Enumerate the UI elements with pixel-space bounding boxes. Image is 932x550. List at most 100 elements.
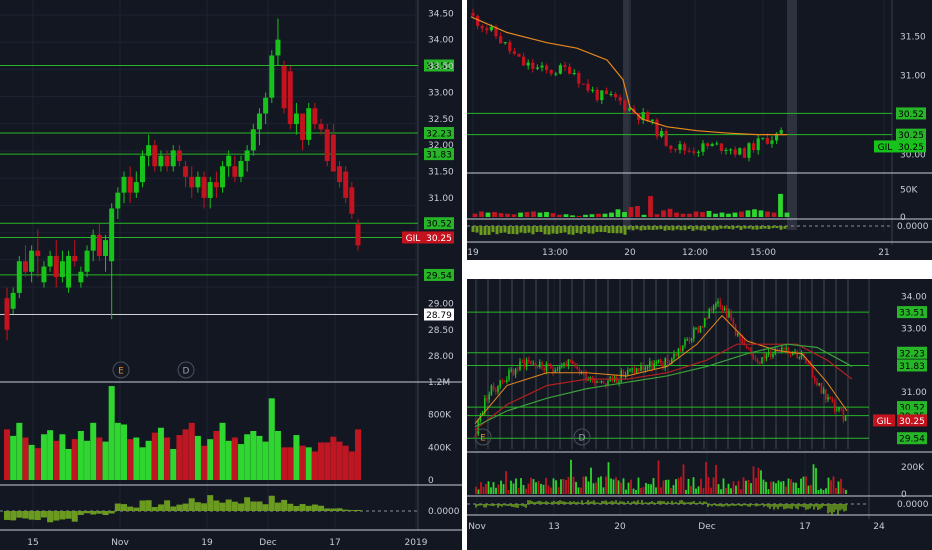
candle-body: [721, 306, 724, 311]
osc-bar: [164, 500, 171, 511]
osc-bar: [311, 504, 318, 511]
candle-body: [499, 380, 501, 387]
volume-bar: [512, 483, 515, 494]
candle-body: [312, 108, 318, 125]
volume-bar: [790, 479, 792, 494]
osc-bar: [703, 226, 707, 231]
candle-body: [761, 357, 763, 364]
last-price-value: 30.25: [899, 417, 925, 427]
candle-body: [604, 90, 608, 95]
osc-bar: [268, 495, 275, 511]
volume-bar: [674, 212, 679, 217]
level-tag-text: 29.54: [899, 435, 925, 445]
volume-bar: [800, 478, 802, 494]
candle-body: [53, 255, 59, 278]
volume-bar: [672, 485, 675, 494]
volume-bar: [492, 212, 497, 217]
candle-body: [765, 137, 769, 144]
last-price-tag: [897, 414, 927, 427]
volume-bar: [108, 386, 115, 480]
osc-bar: [533, 502, 535, 504]
volume-bar: [207, 439, 214, 480]
osc-bar: [705, 501, 707, 504]
osc-bar: [342, 509, 349, 511]
candle-body: [556, 370, 559, 372]
osc-bar: [703, 501, 705, 504]
volume-bar: [485, 483, 487, 494]
osc-bar: [779, 226, 783, 230]
volume-bar: [762, 479, 765, 494]
osc-bar: [539, 226, 543, 233]
volume-bar: [725, 487, 727, 494]
osc-bar: [527, 226, 531, 233]
volume-bar: [127, 439, 134, 480]
osc-bar: [663, 226, 667, 231]
candle-body: [701, 326, 704, 328]
volume-bar: [687, 478, 690, 494]
candle-body: [476, 15, 480, 26]
candle-body: [675, 353, 677, 356]
osc-bar: [281, 499, 288, 511]
osc-bar: [627, 501, 629, 504]
candle-body: [618, 382, 620, 384]
volume-bar: [680, 476, 682, 494]
volume-tick-label: 1.2M: [428, 378, 450, 388]
candle-body: [616, 377, 618, 383]
time-tick-label: 19: [201, 538, 213, 548]
volume-bar: [700, 478, 702, 494]
ma-slow-line: [474, 343, 853, 428]
volume-bar: [720, 489, 722, 494]
candle-body: [752, 352, 754, 359]
volume-bar: [590, 467, 592, 494]
candle-body: [710, 144, 714, 147]
osc-bar: [597, 502, 599, 504]
osc-bar: [324, 508, 331, 511]
candle-body: [183, 166, 189, 177]
volume-bar: [780, 481, 782, 494]
osc-bar: [837, 504, 839, 515]
candle-body: [607, 381, 609, 386]
candle-body: [591, 89, 595, 91]
osc-bar: [833, 504, 835, 513]
osc-bar: [591, 501, 593, 504]
volume-bar: [525, 488, 527, 494]
volume-bar: [693, 211, 699, 217]
volume-bar: [121, 424, 127, 480]
session-band: [499, 279, 501, 449]
volume-bar: [540, 483, 542, 494]
daily-chart-panel[interactable]: 33.51 32.23 31.83 30.52 30.25 29.54 28.79 34.50…: [0, 0, 462, 550]
intraday-chart-panel[interactable]: 30.52 30.25 31.50 31.00 30.00 GIL 30.25 50K 0 0.0…: [467, 0, 932, 260]
volume-bar: [256, 435, 263, 480]
osc-bar: [707, 504, 709, 507]
level-tag-text: 30.25: [898, 131, 924, 141]
volume-bar: [770, 481, 772, 494]
volume-bar: [90, 422, 97, 480]
volume-bar: [176, 435, 183, 480]
candle-body: [10, 292, 16, 309]
candle-body: [717, 301, 719, 304]
osc-bar: [571, 226, 575, 235]
osc-bar: [188, 498, 195, 511]
candle-body: [779, 130, 783, 134]
osc-bar: [589, 501, 591, 504]
candle-body: [201, 176, 207, 198]
candle-body: [677, 348, 680, 356]
session-band: [787, 279, 789, 449]
osc-bar: [821, 504, 823, 508]
overview-chart-panel[interactable]: 33.51 32.23 31.83 30.52 30.25 29.54 34.00 33.00…: [467, 279, 932, 550]
volume-bar: [825, 488, 827, 494]
candle-body: [512, 369, 515, 375]
last-price-name: GIL: [877, 417, 892, 427]
volume-bar: [213, 431, 220, 480]
candle-body: [554, 370, 556, 373]
osc-bar: [739, 226, 743, 230]
candle-body: [633, 368, 636, 374]
osc-bar: [145, 500, 152, 511]
candle-body: [844, 416, 847, 421]
osc-bar: [667, 501, 669, 504]
volume-bar: [139, 447, 146, 480]
osc-bar: [711, 504, 713, 507]
osc-bar: [611, 500, 613, 504]
osc-bar: [96, 511, 103, 514]
candle-body: [688, 339, 691, 341]
